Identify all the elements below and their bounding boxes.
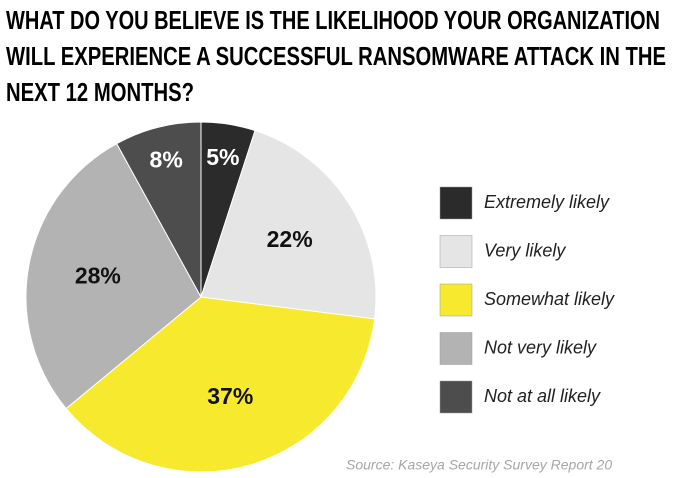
- chart-title: WILL EXPERIENCE A SUCCESSFUL RANSOMWARE …: [6, 41, 666, 71]
- source-note: Source: Kaseya Security Survey Report 20: [346, 457, 612, 473]
- legend-label: Extremely likely: [484, 192, 610, 212]
- pie-slice: [116, 121, 202, 298]
- data-label: 5%: [206, 144, 239, 170]
- legend-label: Very likely: [484, 240, 566, 260]
- legend-label: Not very likely: [484, 337, 597, 357]
- data-label: 8%: [150, 146, 183, 172]
- chart-title: NEXT 12 MONTHS?: [6, 77, 194, 107]
- data-label: 37%: [207, 383, 253, 409]
- chart-title: WHAT DO YOU BELIEVE IS THE LIKELIHOOD YO…: [6, 5, 660, 35]
- data-label: 28%: [75, 262, 121, 288]
- legend-label: Not at all likely: [484, 386, 601, 406]
- legend-swatch: [439, 186, 473, 220]
- legend-swatch: [439, 332, 473, 365]
- legend-swatch: [439, 235, 473, 268]
- pie-slice: [65, 296, 376, 473]
- pie-slice: [25, 142, 202, 410]
- pie-slice: [200, 129, 377, 320]
- data-label: 22%: [267, 226, 313, 252]
- legend-swatch: [439, 380, 473, 414]
- legend-label: Somewhat likely: [484, 289, 615, 309]
- legend-swatch: [439, 283, 473, 317]
